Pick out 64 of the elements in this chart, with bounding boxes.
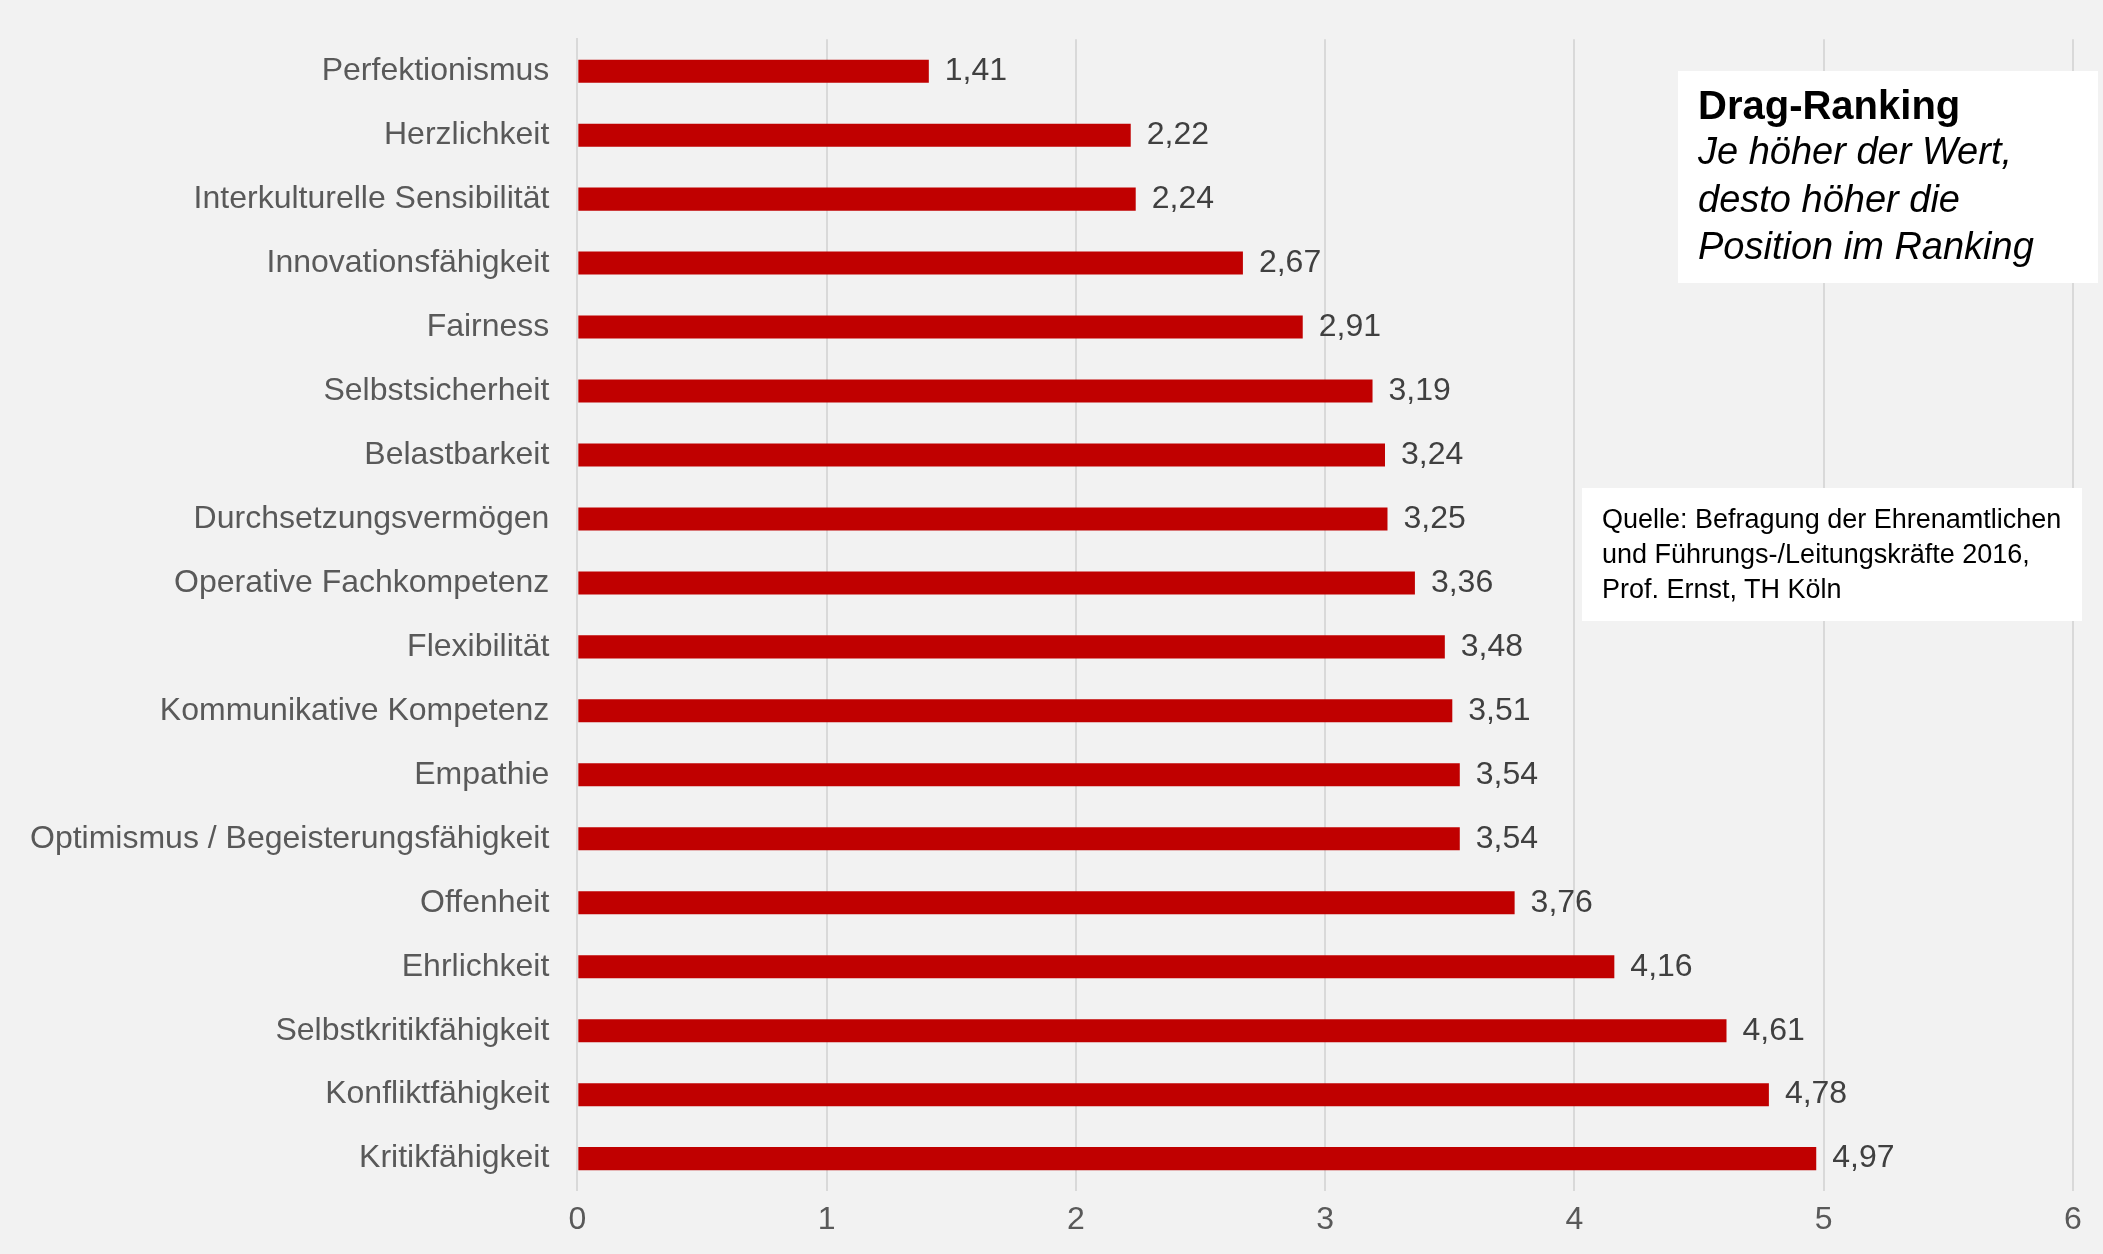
bar (578, 635, 1445, 659)
data-label: 4,16 (1630, 946, 1693, 983)
y-tick-label: Empathie (414, 754, 550, 791)
y-tick-label: Perfektionismus (321, 51, 550, 88)
x-tick-label: 0 (568, 1199, 587, 1236)
bar (578, 1083, 1769, 1107)
data-label: 2,91 (1318, 306, 1382, 343)
x-tick-label: 6 (2064, 1199, 2082, 1236)
y-tick-label: Kommunikative Kompetenz (159, 690, 550, 727)
text: Drag-Ranking (1698, 83, 1962, 128)
data-label: 3,36 (1430, 562, 1494, 599)
y-tick-label: Ehrlichkeit (401, 946, 550, 983)
data-label: 3,54 (1475, 754, 1539, 791)
y-tick-label: Operative Fachkompetenz (174, 562, 550, 599)
bar (578, 123, 1131, 147)
x-tick-label: 1 (817, 1199, 836, 1236)
data-label: 1,41 (944, 51, 1008, 88)
y-tick-label: Konfliktfähigkeit (325, 1074, 550, 1111)
bar (578, 955, 1615, 979)
bar (578, 891, 1515, 915)
y-tick-label: Belastbarkeit (364, 434, 550, 471)
text: Je höher der Wert, desto höher die Position im Ranking (1698, 129, 2035, 269)
bar (578, 571, 1415, 595)
data-label: 2,24 (1151, 178, 1214, 215)
x-tick-label: 3 (1316, 1199, 1335, 1236)
y-tick-label: Interkulturelle Sensibilität (193, 178, 550, 215)
data-label: 4,61 (1742, 1010, 1805, 1047)
x-tick-label: 4 (1565, 1199, 1584, 1236)
y-tick-label: Selbstkritikfähigkeit (275, 1010, 550, 1047)
data-label: 2,22 (1146, 114, 1210, 151)
data-label: 2,67 (1258, 242, 1322, 279)
y-tick-label: Durchsetzungsvermögen (193, 498, 550, 535)
bar (578, 59, 929, 83)
bar (578, 507, 1388, 531)
bar (578, 1147, 1817, 1171)
y-tick-label: Optimismus / Begeisterungsfähigkeit (30, 818, 550, 855)
annotation: Quelle: Befragung der Ehrenamtlichen und Führungs-/Leitungskräfte 2016, Prof. Ernst, TH Köln (1582, 488, 2082, 622)
data-label: 3,24 (1401, 434, 1464, 471)
data-label: 4,78 (1784, 1074, 1848, 1111)
y-tick-label: Fairness (426, 306, 550, 343)
bar (578, 827, 1460, 851)
y-tick-label: Flexibilität (407, 626, 550, 663)
data-label: 3,48 (1460, 626, 1524, 663)
x-tick-label: 5 (1814, 1199, 1833, 1236)
y-tick-label: Innovationsfähigkeit (266, 242, 550, 279)
bar (578, 699, 1453, 723)
bar (578, 315, 1303, 339)
data-label: 3,76 (1530, 882, 1593, 919)
bar (578, 187, 1136, 211)
data-label: 3,25 (1403, 498, 1466, 535)
data-label: 4,97 (1832, 1138, 1895, 1175)
bar (578, 379, 1373, 403)
bar (578, 1019, 1727, 1043)
data-label: 3,19 (1388, 370, 1451, 407)
y-tick-label: Offenheit (420, 882, 550, 919)
bar (578, 443, 1385, 467)
data-label: 3,51 (1468, 690, 1531, 727)
y-tick-label: Kritikfähigkeit (359, 1138, 550, 1175)
y-tick-label: Selbstsicherheit (323, 370, 550, 407)
bar (578, 763, 1460, 787)
y-tick-label: Herzlichkeit (383, 114, 550, 151)
data-label: 3,54 (1475, 818, 1539, 855)
bar (578, 251, 1243, 275)
x-tick-label: 2 (1067, 1199, 1085, 1236)
